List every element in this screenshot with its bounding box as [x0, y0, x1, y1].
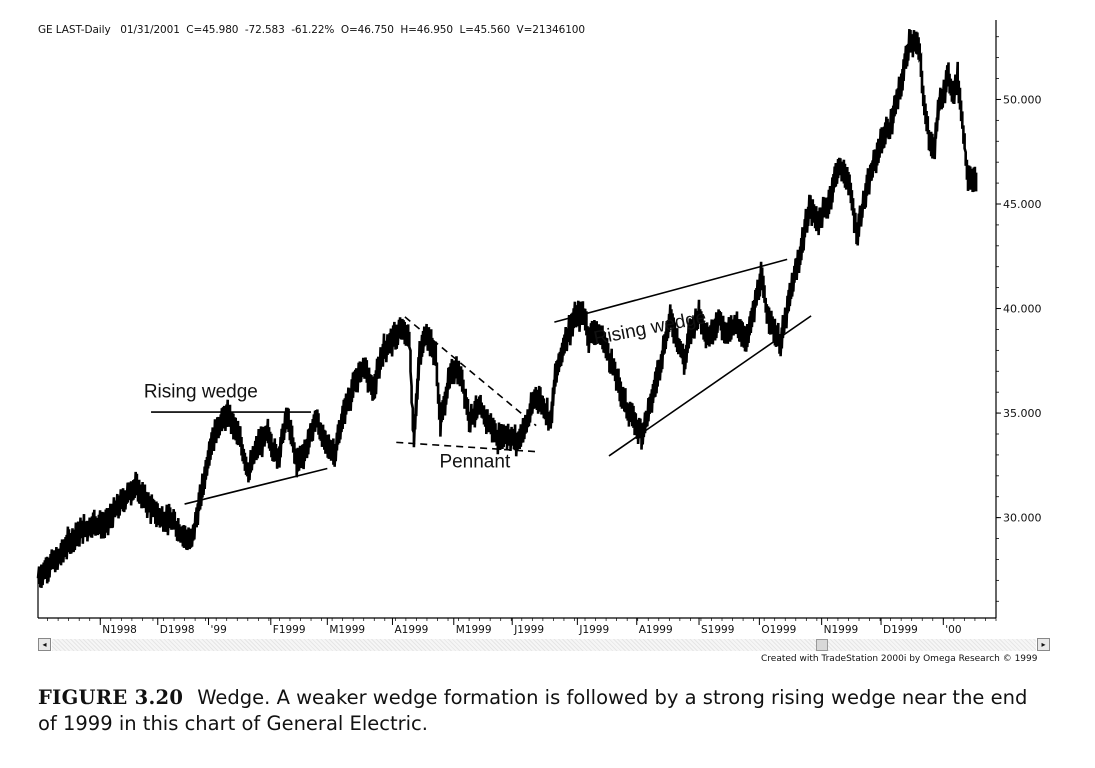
y-tick-label: 45.000: [1003, 198, 1042, 211]
price-chart: 30.000 35.000 40.000 45.000 50.000 N1998 D1998…: [36, 20, 1042, 636]
x-tick-label: M1999: [329, 624, 365, 636]
wedge-trendline: [608, 315, 812, 457]
x-tick-label: A1999: [394, 624, 428, 636]
header-open: O=46.750: [340, 24, 394, 36]
header-low: L=45.560: [459, 24, 511, 36]
y-tick-label: 40.000: [1003, 303, 1042, 316]
horizontal-scrollbar-thumb[interactable]: [816, 639, 828, 651]
header-close: C=45.980: [186, 24, 239, 36]
pennant-trendline: [404, 316, 537, 427]
y-tick-label: 30.000: [1003, 512, 1042, 525]
scroll-left-button[interactable]: ◂: [38, 638, 51, 651]
x-tick-label: N1999: [824, 624, 859, 636]
x-tick-label: J1999: [578, 624, 609, 636]
x-tick-label: A1999: [639, 624, 673, 636]
x-tick-label: M1999: [456, 624, 492, 636]
x-tick-label: F1999: [273, 624, 306, 636]
y-tick-label: 35.000: [1003, 407, 1042, 420]
x-tick-label: O1999: [761, 624, 796, 636]
y-tick-label: 50.000: [1003, 93, 1042, 106]
x-tick-label: D1998: [160, 624, 195, 636]
x-tick-label: J1999: [513, 624, 544, 636]
header-change: -72.583: [244, 24, 285, 36]
annotation-label: Pennant: [439, 451, 511, 472]
header-high: H=46.950: [400, 24, 453, 36]
wedge-trendline: [554, 258, 788, 323]
credit-line: Created with TradeStation 2000i by Omega…: [761, 654, 1038, 664]
chevron-right-icon: ▸: [1041, 640, 1046, 649]
figure-label: FIGURE 3.20: [38, 686, 184, 709]
scroll-right-button[interactable]: ▸: [1037, 638, 1050, 651]
horizontal-scrollbar-track[interactable]: [52, 639, 1036, 651]
figure-caption: FIGURE 3.20 Wedge. A weaker wedge formati…: [38, 685, 1038, 737]
header-volume: V=21346100: [516, 24, 586, 36]
wedge-trendline: [184, 467, 328, 505]
header-pct: -61.22%: [291, 24, 335, 36]
header-symbol: GE LAST-Daily: [38, 24, 111, 36]
figure-caption-text: Wedge. A weaker wedge formation is follo…: [38, 686, 1028, 735]
x-tick-label: '99: [211, 624, 227, 636]
price-series: [36, 29, 978, 588]
x-tick-label: N1998: [102, 624, 137, 636]
chevron-left-icon: ◂: [42, 640, 47, 649]
header-date: 01/31/2001: [120, 24, 180, 36]
x-tick-label: '00: [945, 624, 961, 636]
x-tick-label: D1999: [883, 624, 918, 636]
annotation-label: Rising wedge: [144, 381, 258, 402]
chart-header: GE LAST-Daily 01/31/2001 C=45.980 -72.58…: [38, 24, 585, 36]
x-tick-label: S1999: [701, 624, 734, 636]
